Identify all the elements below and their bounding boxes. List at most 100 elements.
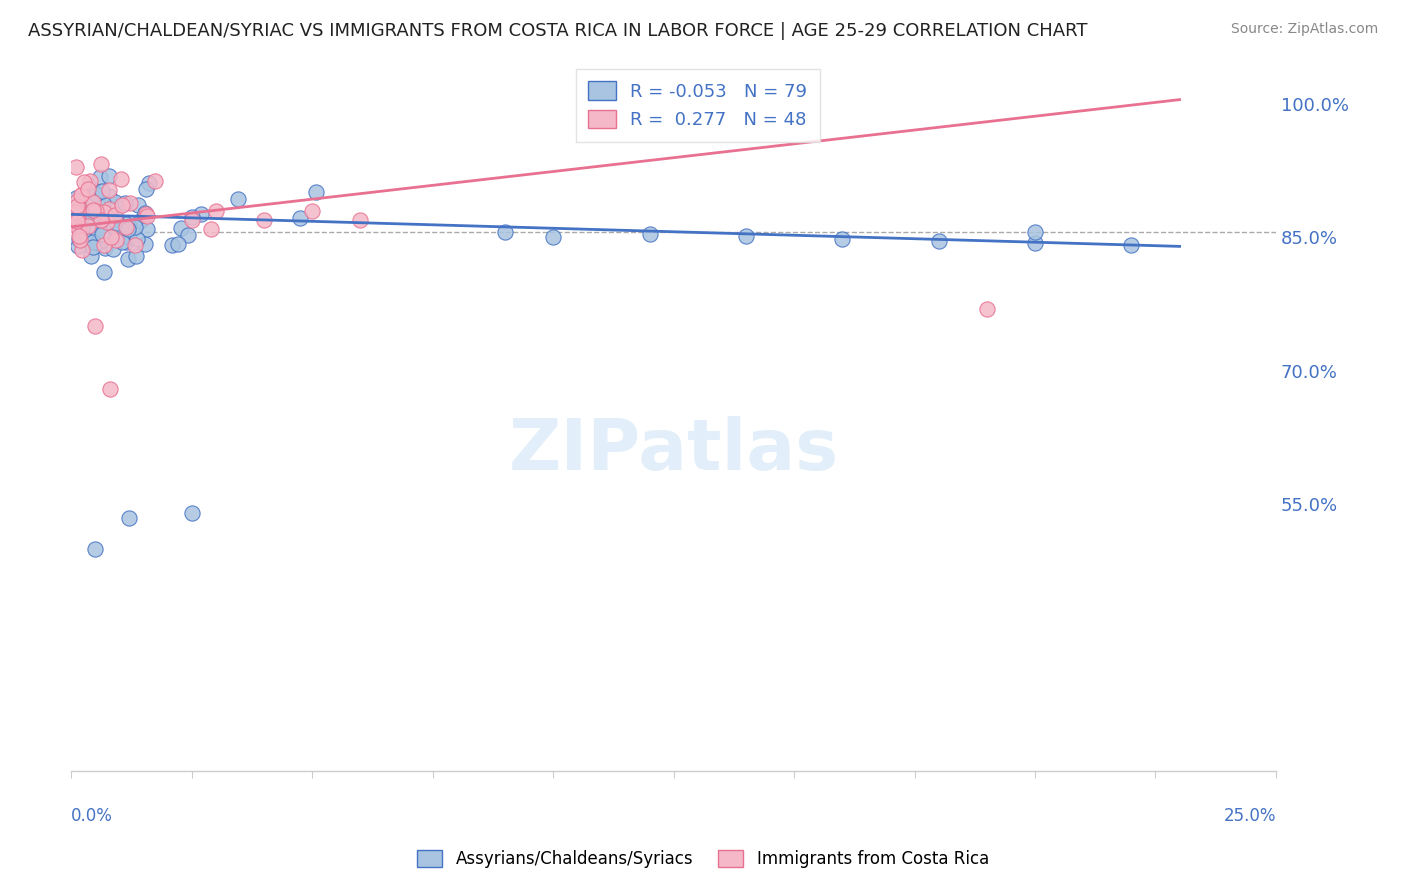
Point <box>349 212 371 227</box>
Point <box>66 213 89 227</box>
Point <box>90 212 112 227</box>
Point <box>91 213 114 227</box>
Point <box>86 235 108 250</box>
Point <box>79 173 101 187</box>
Point <box>541 230 564 244</box>
Point <box>118 219 141 233</box>
Point <box>135 209 157 223</box>
Point <box>288 211 311 225</box>
Point <box>200 222 222 236</box>
Point <box>80 221 103 235</box>
Point <box>91 227 114 242</box>
Point <box>831 232 853 246</box>
Point <box>115 217 138 231</box>
Point <box>75 233 97 247</box>
Point <box>301 203 323 218</box>
Point <box>98 183 121 197</box>
Point <box>180 212 202 227</box>
Point <box>66 214 89 228</box>
Point <box>93 233 115 247</box>
Point <box>120 196 142 211</box>
Point <box>127 232 149 246</box>
Point <box>125 248 148 262</box>
Point <box>66 213 89 227</box>
Point <box>105 216 128 230</box>
Point <box>143 173 166 187</box>
Point <box>117 222 139 236</box>
Point <box>98 169 121 184</box>
Point <box>77 194 100 209</box>
Point <box>90 205 112 219</box>
Point <box>93 196 115 211</box>
Point <box>104 194 127 209</box>
Point <box>134 206 156 220</box>
Point <box>93 241 115 255</box>
Point <box>72 187 94 202</box>
Text: ASSYRIAN/CHALDEAN/SYRIAC VS IMMIGRANTS FROM COSTA RICA IN LABOR FORCE | AGE 25-2: ASSYRIAN/CHALDEAN/SYRIAC VS IMMIGRANTS F… <box>28 22 1088 40</box>
Point <box>73 175 96 189</box>
Point <box>69 233 91 247</box>
Point <box>101 242 124 256</box>
Point <box>111 198 134 212</box>
Point <box>100 229 122 244</box>
Point <box>91 226 114 240</box>
Point <box>103 220 125 235</box>
Point <box>1121 237 1143 252</box>
Point <box>98 202 121 217</box>
Point <box>67 203 90 218</box>
Point <box>82 203 104 218</box>
Point <box>111 235 134 249</box>
Point <box>77 219 100 233</box>
Point <box>928 234 950 248</box>
Point <box>107 230 129 244</box>
Point <box>67 229 90 244</box>
Point <box>93 265 115 279</box>
Point <box>638 227 661 241</box>
Point <box>83 185 105 199</box>
Point <box>66 194 89 208</box>
Point <box>89 170 111 185</box>
Point <box>82 195 104 210</box>
Point <box>124 238 146 252</box>
Point <box>100 213 122 227</box>
Point <box>93 205 115 219</box>
Point <box>180 506 202 520</box>
Point <box>118 229 141 244</box>
Point <box>65 160 87 174</box>
Point <box>734 228 756 243</box>
Point <box>84 187 107 202</box>
Point <box>115 220 138 235</box>
Point <box>494 225 516 239</box>
Text: 25.0%: 25.0% <box>1223 806 1277 825</box>
Point <box>129 214 152 228</box>
Point <box>82 211 104 225</box>
Legend: R = -0.053   N = 79, R =  0.277   N = 48: R = -0.053 N = 79, R = 0.277 N = 48 <box>576 69 820 142</box>
Point <box>98 189 121 203</box>
Point <box>117 252 139 266</box>
Point <box>124 220 146 235</box>
Point <box>114 196 136 211</box>
Point <box>67 232 90 246</box>
Point <box>104 233 127 247</box>
Point <box>104 227 127 241</box>
Point <box>80 249 103 263</box>
Point <box>100 211 122 225</box>
Point <box>65 205 87 219</box>
Point <box>84 203 107 218</box>
Point <box>110 172 132 186</box>
Point <box>138 176 160 190</box>
Point <box>67 206 90 220</box>
Point <box>67 222 90 236</box>
Point <box>84 541 107 556</box>
Point <box>180 210 202 224</box>
Point <box>176 228 198 243</box>
Point <box>67 239 90 253</box>
Point <box>98 382 121 396</box>
Point <box>69 187 91 202</box>
Text: ZIPatlas: ZIPatlas <box>509 417 838 485</box>
Point <box>91 184 114 198</box>
Point <box>84 319 107 334</box>
Point <box>134 236 156 251</box>
Point <box>90 157 112 171</box>
Point <box>66 199 89 213</box>
